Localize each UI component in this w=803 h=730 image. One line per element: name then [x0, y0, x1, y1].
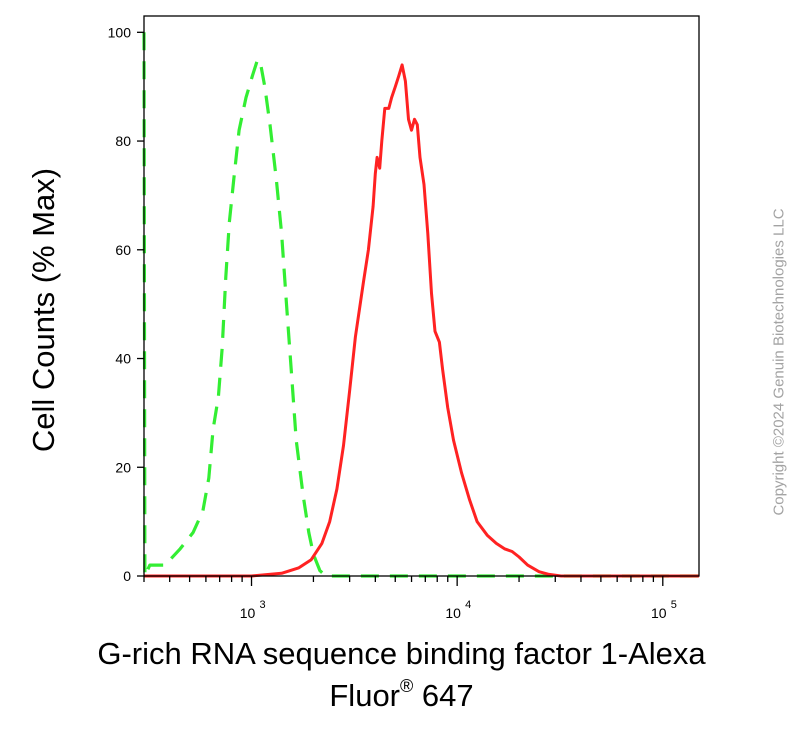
y-tick-label: 40 — [115, 351, 131, 367]
y-tick-label: 80 — [115, 133, 131, 149]
y-axis-label-text: Cell Counts (% Max) — [26, 168, 61, 452]
series-solid-line — [144, 63, 699, 578]
y-axis-label: Cell Counts (% Max) — [26, 168, 61, 452]
x-tick-label-exponent: 5 — [671, 599, 677, 611]
copyright-watermark-text: Copyright ©2024 Genuin Biotechnologies L… — [770, 208, 788, 516]
x-axis-label-suffix: 647 — [413, 678, 474, 713]
series-dashed-line — [142, 32, 699, 578]
y-axis: 0 20 40 60 80 100 — [108, 24, 144, 584]
y-tick-label: 60 — [115, 242, 131, 258]
x-tick-label-base: 10 — [651, 605, 667, 621]
y-tick-label: 0 — [123, 568, 131, 584]
registered-mark: ® — [400, 676, 414, 696]
x-tick-label-exponent: 4 — [465, 599, 471, 611]
x-axis: 10 3 10 4 10 5 — [143, 576, 677, 621]
x-tick-label-exponent: 3 — [259, 599, 265, 611]
x-axis-label-line1: G-rich RNA sequence binding factor 1-Ale… — [97, 636, 706, 671]
series-layer — [142, 32, 699, 578]
x-axis-label-line2: Fluor® 647 — [0, 676, 803, 714]
y-tick-label: 20 — [115, 459, 131, 475]
x-tick-label-base: 10 — [240, 605, 256, 621]
plot-frame — [143, 15, 700, 577]
x-tick-label-base: 10 — [445, 605, 461, 621]
x-axis-label-prefix: Fluor — [329, 678, 401, 713]
y-tick-label: 100 — [108, 24, 132, 40]
